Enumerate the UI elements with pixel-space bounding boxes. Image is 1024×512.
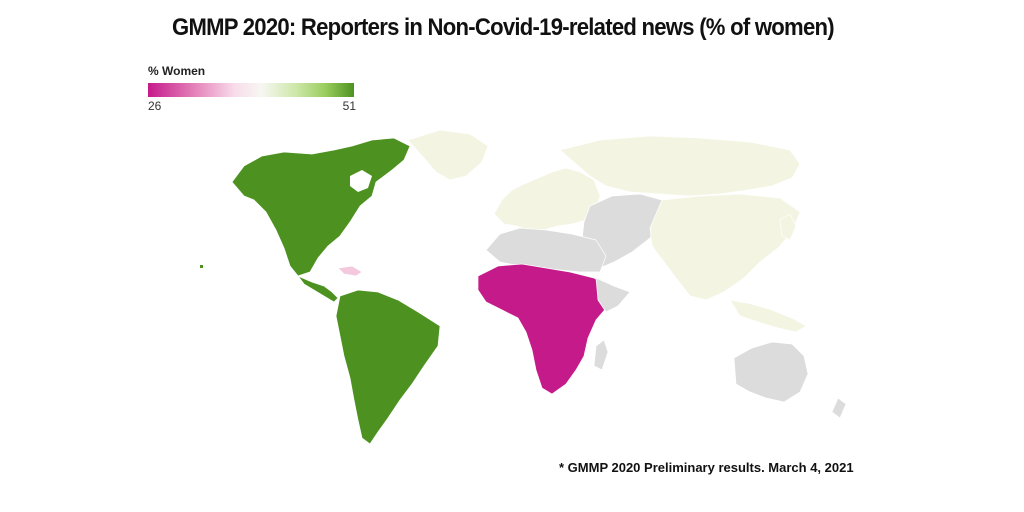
hudson-bay bbox=[350, 170, 372, 192]
region-japan[interactable] bbox=[779, 213, 797, 241]
region-central-america[interactable] bbox=[297, 275, 339, 303]
region-caribbean[interactable] bbox=[337, 265, 363, 277]
region-south-america[interactable] bbox=[335, 289, 441, 445]
legend-max-label: 51 bbox=[342, 99, 356, 113]
region-europe[interactable] bbox=[493, 167, 601, 231]
region-new-zealand[interactable] bbox=[831, 397, 847, 419]
legend-ticks: 26 51 bbox=[148, 97, 358, 113]
legend-title: % Women bbox=[148, 64, 206, 78]
region-horn-of-africa[interactable] bbox=[595, 277, 631, 313]
legend-gradient-bar bbox=[148, 83, 354, 97]
region-hawaii[interactable] bbox=[200, 265, 203, 268]
region-sub-saharan-africa[interactable] bbox=[477, 263, 615, 395]
footnote: * GMMP 2020 Preliminary results. March 4… bbox=[559, 460, 854, 475]
region-southeast-asia[interactable] bbox=[729, 299, 807, 333]
region-north-america[interactable] bbox=[231, 137, 411, 277]
region-asia[interactable] bbox=[649, 193, 801, 301]
color-legend: % Women 26 51 bbox=[148, 64, 358, 113]
map-title: GMMP 2020: Reporters in Non-Covid-19-rel… bbox=[172, 14, 835, 41]
region-madagascar[interactable] bbox=[593, 339, 609, 371]
region-greenland[interactable] bbox=[407, 129, 489, 181]
region-australia[interactable] bbox=[733, 341, 809, 403]
legend-min-label: 26 bbox=[148, 99, 162, 113]
region-russia[interactable] bbox=[559, 135, 801, 197]
